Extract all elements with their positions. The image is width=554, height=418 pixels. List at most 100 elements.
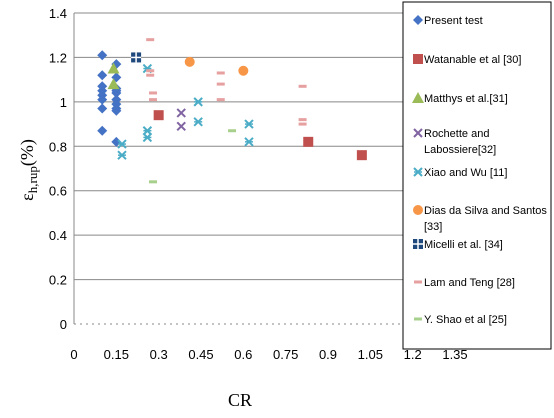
data-point — [149, 180, 158, 184]
y-tick-label: 0.6 — [49, 184, 67, 199]
data-point — [117, 139, 127, 149]
square-marker — [153, 110, 164, 121]
x-tick-label: 1.35 — [442, 347, 467, 362]
legend-entry: Watanable et al [30] — [413, 54, 521, 66]
legend-label: Watanable et al [30] — [424, 54, 521, 66]
data-point — [107, 78, 120, 90]
legend-entry: Rochette and Labossiere[32] — [413, 128, 496, 156]
dash-marker — [146, 73, 155, 77]
dash-marker — [146, 69, 155, 73]
data-point — [131, 52, 142, 63]
data-point — [244, 137, 254, 147]
diamond-marker — [97, 94, 108, 105]
legend-label-line: Watanable et al [30] — [424, 54, 521, 66]
x-tick-label: 0.45 — [188, 347, 213, 362]
dash-marker — [216, 71, 225, 75]
legend-label-line: Micelli et al. [34] — [424, 239, 503, 251]
series-2 — [107, 62, 120, 90]
y-tick-label: 1.2 — [49, 50, 67, 65]
data-point — [97, 103, 108, 114]
dash-marker — [414, 280, 422, 284]
data-point — [153, 110, 164, 121]
dash-marker — [298, 118, 307, 122]
data-point — [149, 91, 158, 95]
legend-entry: Lam and Teng [28] — [414, 277, 515, 289]
x-tick-label: 0.75 — [273, 347, 298, 362]
legend-box — [402, 1, 552, 350]
dash-marker — [216, 98, 225, 102]
legend-entry: Xiao and Wu [11] — [413, 167, 507, 179]
circle-marker — [238, 65, 249, 76]
legend-label: Dias da Silva and Santos [33] — [424, 205, 547, 233]
diamond-marker — [97, 50, 108, 61]
legend-label: Y. Shao et al [25] — [424, 314, 507, 326]
x-tick-label: 0.6 — [234, 347, 252, 362]
dash-marker — [298, 122, 307, 126]
data-point — [146, 69, 155, 73]
data-point — [228, 129, 237, 133]
legend-entry: Matthys et al.[31] — [412, 92, 508, 105]
series-3 — [176, 108, 186, 131]
series-6 — [131, 52, 142, 63]
legend-label: Micelli et al. [34] — [424, 239, 503, 251]
data-point — [117, 150, 127, 160]
series-4 — [117, 63, 254, 160]
legend-label: Matthys et al.[31] — [424, 93, 508, 105]
y-tick-label: 0.8 — [49, 139, 67, 154]
circle-marker — [184, 56, 195, 67]
dash-marker — [414, 317, 422, 321]
legend-label-line: Dias da Silva and Santos — [424, 205, 547, 217]
square-marker — [303, 136, 314, 147]
legend-label: Rochette and Labossiere[32] — [424, 128, 496, 156]
y-tick-label: 0.4 — [49, 228, 67, 243]
x-marker-stroke — [176, 108, 186, 118]
triangle-marker — [412, 92, 424, 103]
data-point — [97, 125, 108, 136]
data-point — [97, 70, 108, 81]
x-marker-stroke — [176, 121, 186, 131]
data-point — [298, 118, 307, 122]
legend-entry: Dias da Silva and Santos [33] — [413, 205, 547, 233]
legend-entry: Y. Shao et al [25] — [414, 314, 507, 326]
data-point — [107, 62, 120, 74]
y-axis-title-main: ε — [17, 193, 37, 201]
dash-marker — [149, 91, 158, 95]
diamond-marker — [97, 125, 108, 136]
x-tick-label: 0.3 — [150, 347, 168, 362]
x-tick-label: 0 — [70, 347, 77, 362]
legend-entry: Present test — [413, 15, 483, 27]
data-point — [184, 56, 195, 67]
x-tick-label: 1.05 — [358, 347, 383, 362]
data-point — [146, 73, 155, 77]
legend-label-line: Present test — [424, 15, 483, 27]
dash-marker — [228, 129, 237, 133]
data-point — [193, 117, 203, 127]
legend-label-line: Lam and Teng [28] — [424, 277, 515, 289]
y-axis-title-sub: h,rup — [25, 166, 40, 193]
dash-marker — [149, 180, 158, 184]
legend-label: Xiao and Wu [11] — [424, 167, 507, 179]
series-0 — [97, 50, 122, 147]
diamond-marker — [97, 70, 108, 81]
legend-label-line: Y. Shao et al [25] — [424, 314, 507, 326]
tick-labels: 0 0.2 0.4 0.6 0.8 1 1.2 1.4 0 0.15 0.3 0.45 0.6 0.75 0… — [49, 6, 468, 362]
y-tick-label: 1 — [60, 95, 67, 110]
legend-label: Present test — [424, 15, 483, 27]
dash-marker — [146, 38, 155, 42]
legend-label: Lam and Teng [28] — [424, 277, 515, 289]
y-tick-label: 1.4 — [49, 6, 67, 21]
x-tick-label: 1.2 — [404, 347, 422, 362]
data-point — [142, 132, 153, 143]
legend-label-line: Rochette and — [424, 128, 489, 140]
x-tick-label: 0.15 — [104, 347, 129, 362]
x-axis-title: CR — [228, 390, 252, 410]
legend-entry: Micelli et al. [34] — [413, 239, 503, 251]
dash-marker — [216, 82, 225, 86]
y-axis-title: εh,rup(%) — [17, 139, 40, 201]
data-point — [111, 105, 122, 116]
data-point — [216, 98, 225, 102]
data-point — [193, 97, 203, 107]
data-marks — [97, 38, 367, 184]
series-1 — [153, 110, 367, 161]
